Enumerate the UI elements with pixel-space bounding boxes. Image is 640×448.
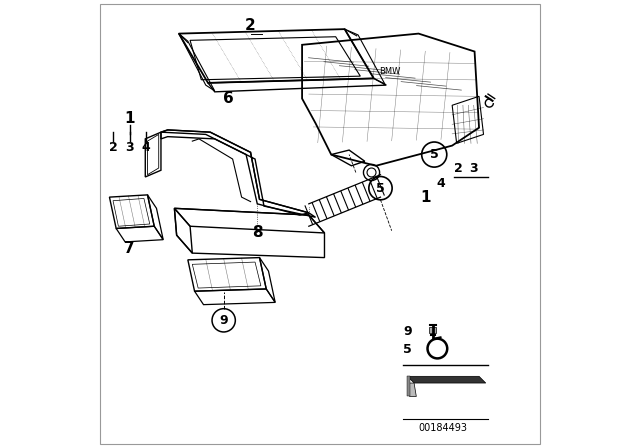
Text: 9: 9 xyxy=(403,325,412,338)
Text: 00184493: 00184493 xyxy=(419,423,468,433)
Text: 8: 8 xyxy=(252,225,262,241)
Text: 1: 1 xyxy=(124,111,135,126)
Bar xyxy=(429,327,436,333)
Text: 2: 2 xyxy=(109,141,117,155)
Text: 1: 1 xyxy=(420,190,431,205)
Text: 7: 7 xyxy=(124,241,135,256)
Text: 9: 9 xyxy=(220,314,228,327)
Text: 5: 5 xyxy=(403,343,412,356)
Polygon shape xyxy=(407,376,486,383)
Text: 6: 6 xyxy=(223,91,234,106)
Text: 2: 2 xyxy=(454,161,462,175)
Text: 3: 3 xyxy=(469,161,478,175)
Polygon shape xyxy=(407,383,417,396)
Text: 3: 3 xyxy=(125,141,134,155)
Circle shape xyxy=(212,309,236,332)
Polygon shape xyxy=(407,376,410,396)
Text: 4: 4 xyxy=(142,141,150,155)
Text: 2: 2 xyxy=(245,18,256,34)
Text: BMW: BMW xyxy=(379,67,400,76)
Text: 4: 4 xyxy=(436,177,445,190)
Text: 5: 5 xyxy=(376,181,385,195)
Text: 5: 5 xyxy=(430,148,438,161)
